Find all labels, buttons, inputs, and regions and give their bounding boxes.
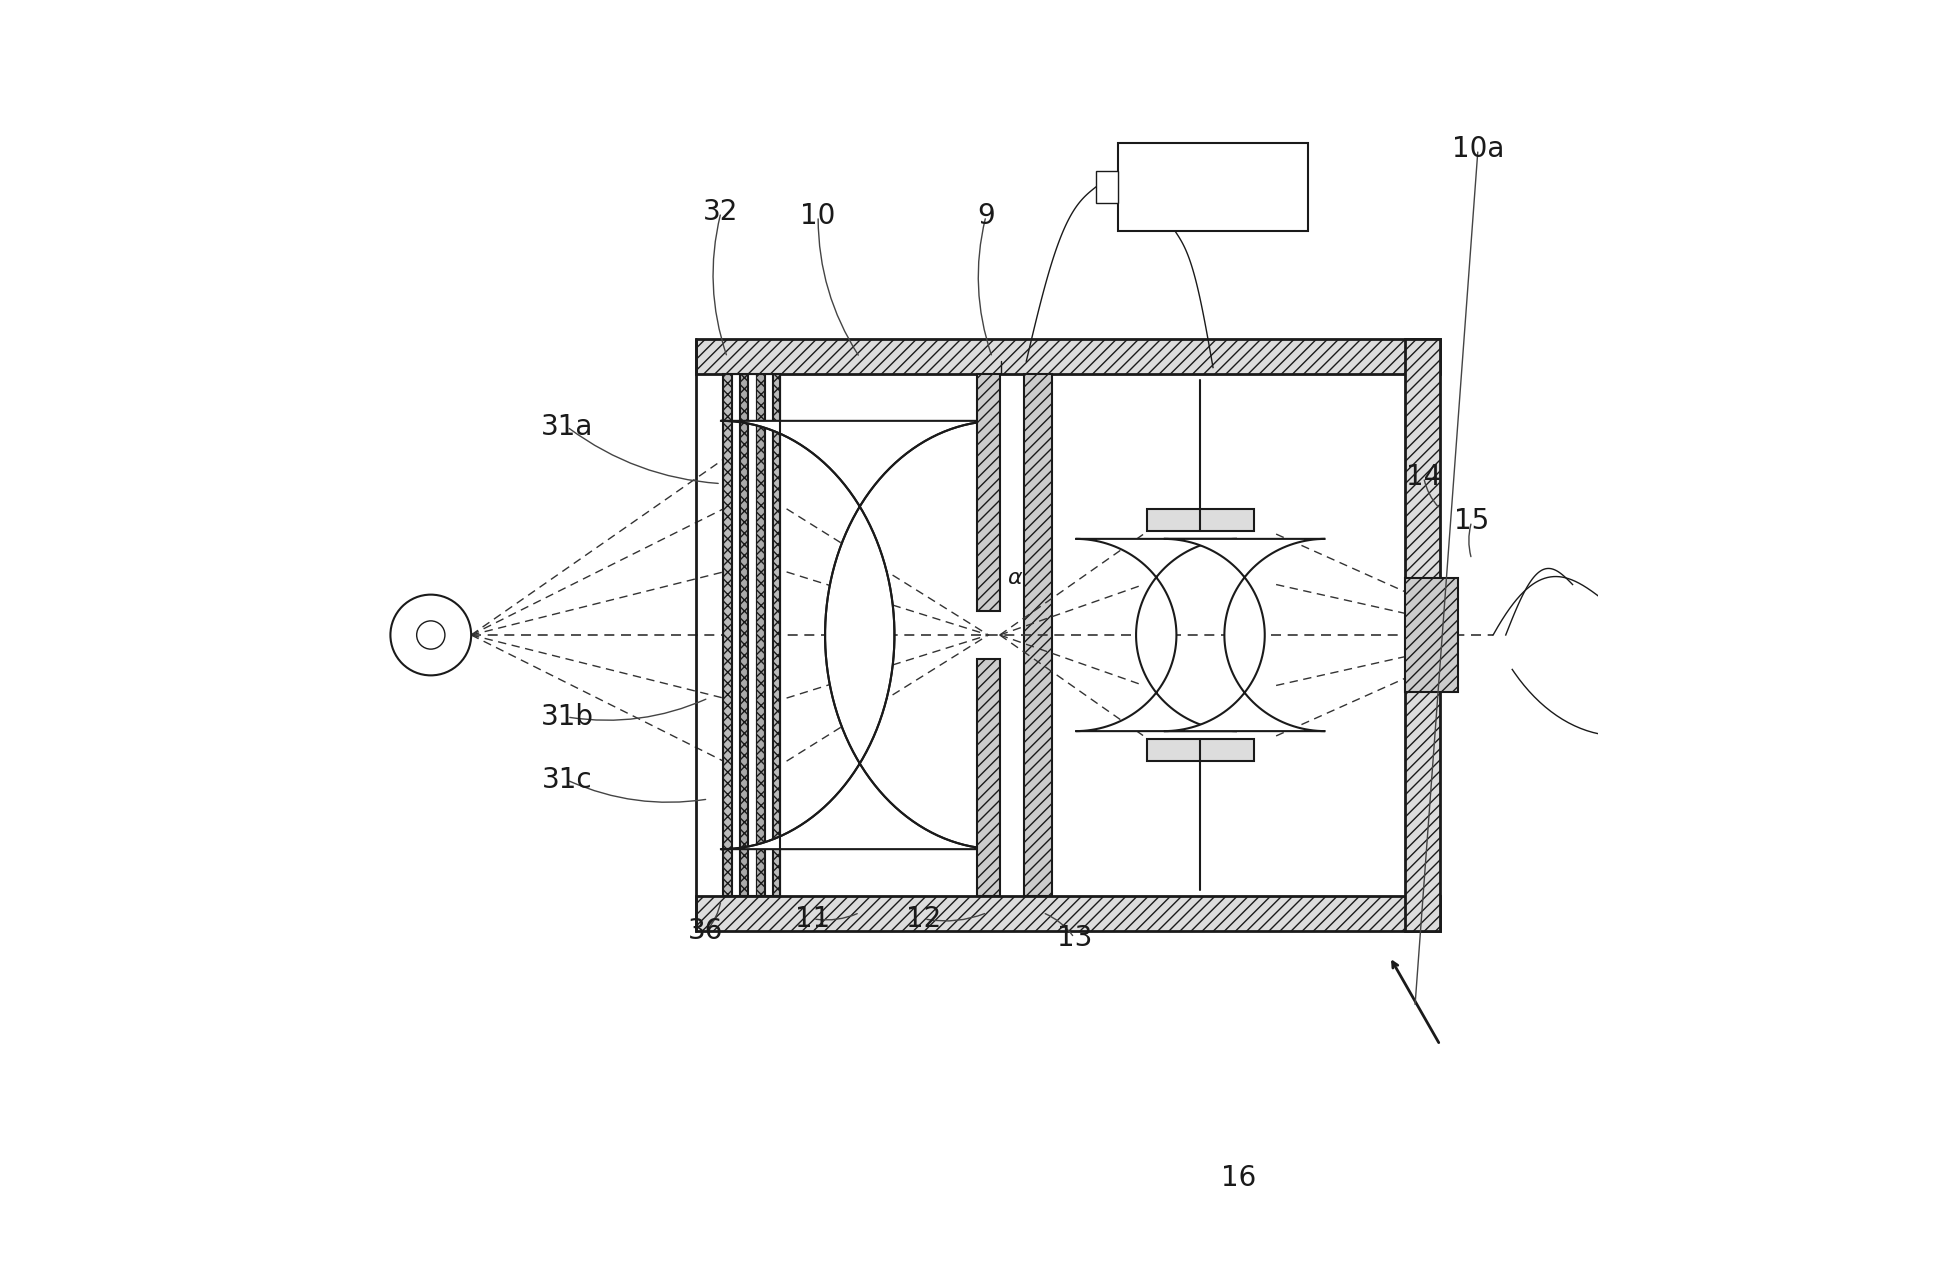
Polygon shape [1164,538,1325,732]
Text: 31b: 31b [540,704,594,732]
Bar [723,373,779,897]
Text: 11: 11 [795,904,832,933]
Bar [1097,171,1118,203]
Bar [696,339,1441,373]
Bar [1404,339,1441,931]
Bar [731,373,739,897]
Bar [774,373,779,897]
Text: 36: 36 [689,917,723,945]
Text: 10a: 10a [1452,136,1505,164]
Bar [723,373,731,897]
Bar [696,897,1441,931]
Bar [1147,739,1253,761]
Text: 10: 10 [801,202,835,230]
Bar [1118,144,1307,231]
Bar [1404,578,1458,692]
Text: 9: 9 [977,202,994,230]
Text: 32: 32 [704,198,739,226]
Bar [1147,509,1253,531]
Bar [756,373,764,897]
Text: 12: 12 [907,904,942,933]
Bar [748,373,756,897]
Polygon shape [721,420,998,850]
Text: $\alpha$: $\alpha$ [1008,568,1023,588]
Text: 14: 14 [1406,464,1441,491]
Bar [977,373,1000,611]
Text: 15: 15 [1454,508,1489,536]
Text: 13: 13 [1056,923,1093,951]
Polygon shape [1075,538,1238,732]
Bar [741,373,747,897]
Bar [764,373,772,897]
Text: 16: 16 [1220,1163,1255,1191]
Bar [1023,373,1052,897]
Bar [977,659,1000,897]
Text: 31a: 31a [542,413,594,441]
Text: 31c: 31c [542,766,592,794]
